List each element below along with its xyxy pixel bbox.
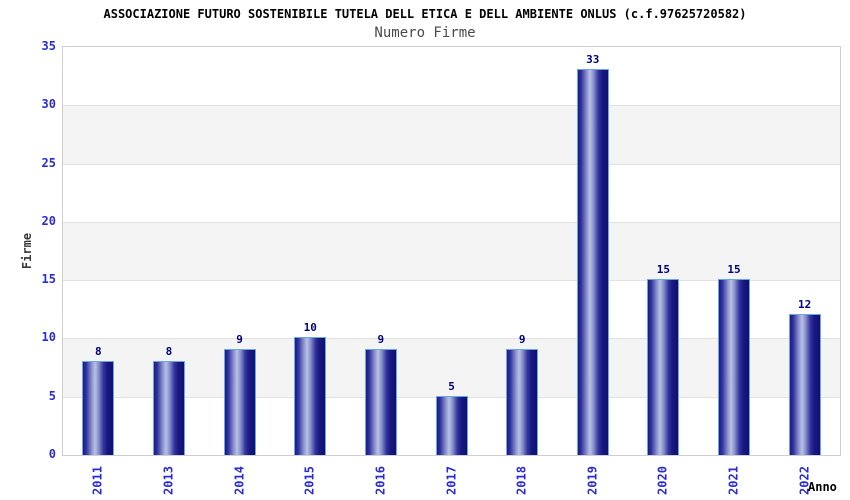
bar-2014 xyxy=(223,349,256,455)
plot-band xyxy=(63,47,840,106)
bar-2015 xyxy=(294,337,327,455)
x-tick-label: 2018 xyxy=(514,466,529,495)
bar-value-label: 8 xyxy=(165,344,173,358)
bar-value-label: 15 xyxy=(727,263,741,277)
gridline xyxy=(63,105,840,107)
y-tick-label: 25 xyxy=(41,155,56,170)
bar-2022 xyxy=(788,314,821,455)
x-tick-label: 2015 xyxy=(302,466,317,495)
x-axis-label: Anno xyxy=(808,480,837,494)
bar-value-label: 5 xyxy=(448,379,455,393)
x-tick-label: 2020 xyxy=(655,466,670,495)
x-tick-label: 2011 xyxy=(90,466,105,495)
plot-band xyxy=(63,280,840,339)
plot-band xyxy=(63,338,840,397)
x-tick-label: 2017 xyxy=(444,466,458,495)
bar-2013 xyxy=(152,360,185,455)
x-tick-label: 2021 xyxy=(726,466,741,495)
bar-2020 xyxy=(647,279,680,455)
bar-value-label: 8 xyxy=(95,344,102,358)
gridline xyxy=(63,163,840,165)
y-axis-label: Firme xyxy=(20,232,34,270)
y-tick-label: 15 xyxy=(41,272,56,287)
gridline xyxy=(63,280,840,282)
chart-subtitle: Numero Firme xyxy=(374,25,476,41)
plot-band xyxy=(63,105,840,164)
gridline xyxy=(63,338,840,340)
bar-2011 xyxy=(82,360,115,455)
gridline xyxy=(63,221,840,223)
plot-band xyxy=(63,221,840,281)
bar-2016 xyxy=(364,349,397,455)
bar-value-label: 12 xyxy=(798,298,812,312)
bar-value-label: 9 xyxy=(236,333,243,347)
bar-value-label: 9 xyxy=(377,333,385,347)
plot-band xyxy=(63,163,840,222)
bar-value-label: 10 xyxy=(303,321,317,335)
y-tick-label: 35 xyxy=(41,39,56,53)
bar-value-label: 33 xyxy=(586,53,600,67)
x-tick-label: 2013 xyxy=(161,466,176,495)
y-tick-label: 5 xyxy=(48,388,56,403)
plot-area: 8 8 9 10 9 5 9 33 15 15 12 xyxy=(62,46,841,456)
y-tick-label: 0 xyxy=(48,447,56,461)
bar-value-label: 9 xyxy=(518,333,526,347)
y-tick-label: 20 xyxy=(41,213,56,228)
bar-2019 xyxy=(576,69,609,455)
y-tick-label: 30 xyxy=(41,97,56,112)
bar-2018 xyxy=(506,349,539,455)
bar-2017 xyxy=(435,395,468,455)
bar-2021 xyxy=(718,279,751,455)
y-tick-label: 10 xyxy=(41,330,56,345)
x-tick-label: 2016 xyxy=(373,466,388,495)
x-tick-label: 2014 xyxy=(232,466,247,495)
chart-title: ASSOCIAZIONE FUTURO SOSTENIBILE TUTELA D… xyxy=(103,7,747,21)
x-tick-label: 2019 xyxy=(585,466,600,495)
bar-value-label: 15 xyxy=(656,263,671,277)
